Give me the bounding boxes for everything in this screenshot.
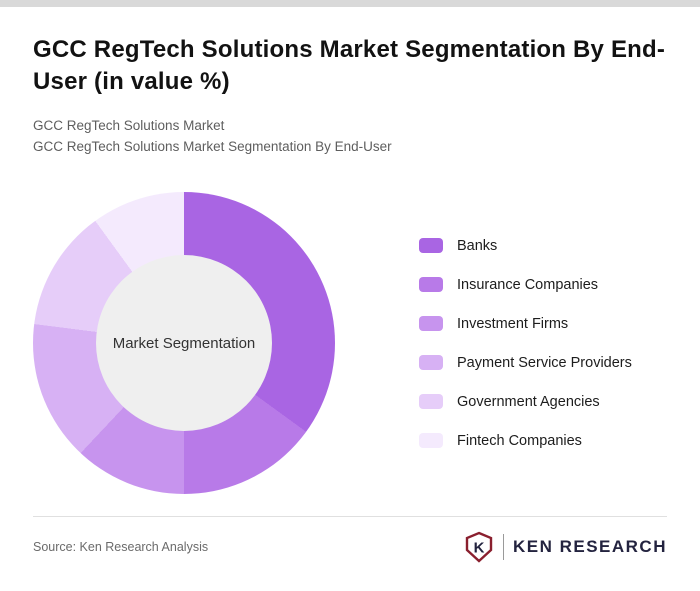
donut-chart: Market Segmentation	[33, 192, 335, 494]
legend-label: Government Agencies	[457, 393, 600, 410]
footer-row: Source: Ken Research Analysis K KEN RESE…	[33, 531, 667, 563]
footer-divider	[33, 516, 667, 517]
legend-label: Investment Firms	[457, 315, 569, 332]
legend-swatch	[419, 355, 443, 370]
legend-item: Insurance Companies	[419, 277, 632, 293]
legend-item: Fintech Companies	[419, 433, 632, 449]
chart-area: Market Segmentation Banks Insurance Compa…	[33, 192, 667, 494]
top-bar	[0, 0, 700, 7]
legend-label: Fintech Companies	[457, 432, 582, 449]
subtitle-block: GCC RegTech Solutions Market GCC RegTech…	[33, 115, 667, 158]
donut-center-label: Market Segmentation	[96, 255, 272, 431]
chart-subtitle-segmentation: GCC RegTech Solutions Market Segmentatio…	[33, 139, 392, 155]
page-title: GCC RegTech Solutions Market Segmentatio…	[33, 36, 666, 95]
legend-swatch	[419, 277, 443, 292]
legend-item: Government Agencies	[419, 394, 632, 410]
footer: Source: Ken Research Analysis K KEN RESE…	[33, 516, 667, 563]
svg-text:K: K	[474, 540, 485, 557]
legend-label: Payment Service Providers	[457, 354, 632, 371]
report-page: GCC RegTech Solutions Market Segmentatio…	[0, 34, 700, 494]
legend-swatch	[419, 433, 443, 448]
source-note: Source: Ken Research Analysis	[33, 540, 209, 554]
legend-swatch	[419, 316, 443, 331]
legend-swatch	[419, 394, 443, 409]
chart-legend: Banks Insurance Companies Investment Firms…	[419, 238, 632, 449]
ken-research-logo: K KEN RESEARCH	[464, 531, 667, 563]
legend-swatch	[419, 238, 443, 253]
legend-item: Investment Firms	[419, 316, 632, 332]
legend-item: Payment Service Providers	[419, 355, 632, 371]
legend-item: Banks	[419, 238, 632, 254]
logo-wordmark: KEN RESEARCH	[512, 537, 667, 556]
chart-subtitle-market: GCC RegTech Solutions Market	[33, 117, 225, 133]
legend-label: Banks	[457, 237, 498, 254]
legend-label: Insurance Companies	[457, 276, 599, 293]
logo-separator	[502, 534, 504, 560]
ken-research-shield-icon: K	[465, 531, 493, 563]
